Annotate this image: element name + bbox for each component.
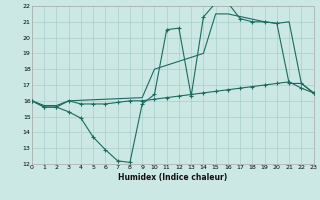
X-axis label: Humidex (Indice chaleur): Humidex (Indice chaleur) bbox=[118, 173, 228, 182]
